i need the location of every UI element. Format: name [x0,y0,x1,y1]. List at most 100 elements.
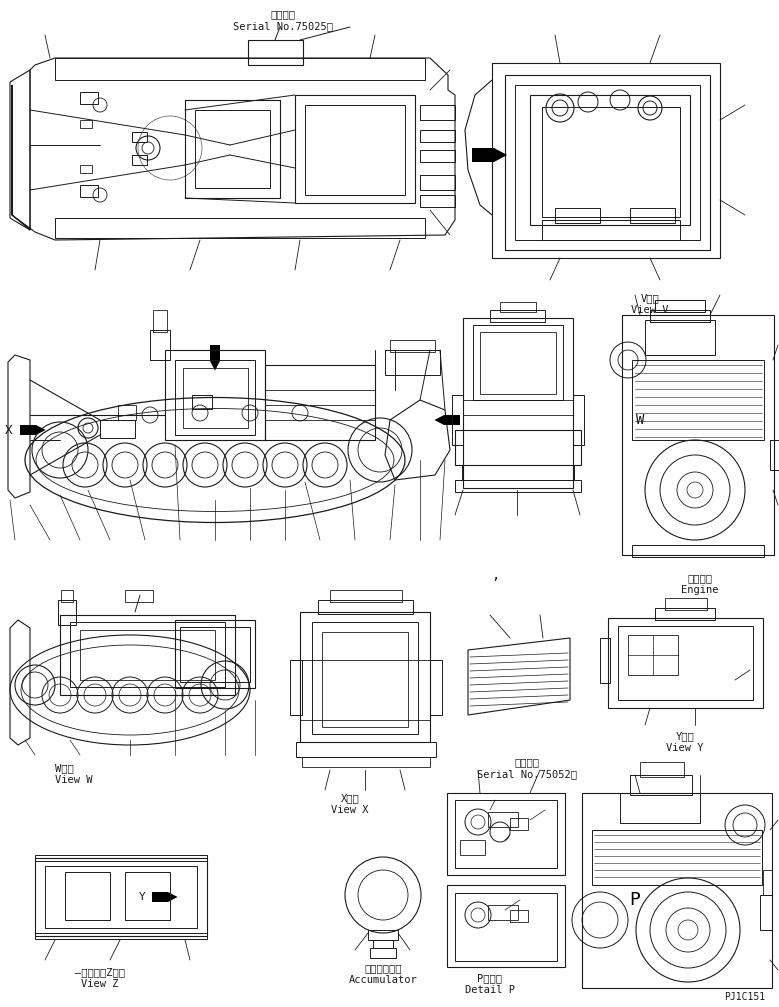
Bar [183,368,248,428]
Bar [125,872,170,920]
Text: View Y: View Y [666,743,703,753]
Text: W　視: W 視 [55,763,74,773]
Bar [165,350,265,440]
Bar [80,165,92,173]
Bar [645,320,715,355]
Bar [125,590,153,602]
Bar [185,100,280,198]
Bar [488,812,518,827]
Bar [420,105,455,120]
Bar [55,58,425,80]
Text: PJ1C151: PJ1C151 [724,992,765,1002]
Bar [490,310,545,322]
Bar [462,465,574,480]
Bar [312,622,418,734]
Bar [665,598,707,610]
Bar [192,395,212,409]
Text: W: W [636,413,644,427]
Bar [542,220,680,240]
Bar [582,793,772,988]
Bar [61,590,73,602]
FancyArrow shape [435,415,460,425]
Text: アキュムレタ: アキュムレタ [365,963,402,973]
Bar [70,622,225,687]
Bar [175,359,255,435]
Text: エンジン: エンジン [688,573,713,583]
Bar [573,395,584,445]
Bar [132,155,147,165]
Bar [385,350,440,375]
Bar [600,638,610,683]
Bar [150,330,170,359]
Bar [318,600,413,614]
Bar [530,95,690,225]
Text: Accumulator: Accumulator [349,975,418,985]
Bar [118,405,136,420]
Bar [45,866,197,928]
Bar [180,627,250,682]
Bar [510,910,528,922]
Bar [655,300,705,312]
Bar [296,742,436,757]
Bar [80,92,98,104]
Text: X　視: X 視 [340,793,359,803]
Bar [640,762,684,777]
Text: V　視: V 視 [640,293,659,303]
Text: P: P [629,891,640,909]
Bar [455,430,581,465]
Bar [592,830,762,885]
Bar [420,130,455,142]
Bar [35,855,207,861]
Bar [447,793,565,875]
Text: 適用号機: 適用号機 [514,757,540,767]
FancyArrow shape [152,892,178,902]
Bar [390,340,435,352]
Text: 適用号機: 適用号機 [270,9,295,19]
Bar [370,948,396,958]
Bar [153,310,167,332]
Bar [132,132,147,142]
Text: View W: View W [55,775,93,785]
Bar [80,630,215,680]
Text: Detail P: Detail P [465,985,515,995]
Bar [630,775,692,795]
Bar [618,626,753,700]
Text: ―・・・　Z　視: ―・・・ Z 視 [75,967,125,977]
Bar [248,40,303,65]
Bar [505,75,710,250]
Bar [265,365,375,440]
FancyArrow shape [472,148,507,162]
Bar [455,800,557,868]
Text: Engine: Engine [682,585,719,595]
Bar [650,310,710,322]
Text: View Z: View Z [81,979,118,989]
Bar [80,185,98,197]
Bar [630,208,675,223]
Bar [455,893,557,961]
Bar [330,590,402,602]
Bar [420,195,455,207]
Bar [770,440,779,470]
Bar [305,105,405,195]
FancyArrow shape [210,345,220,371]
Bar [295,95,415,203]
Bar [300,612,430,742]
Bar [622,315,774,555]
Bar [555,208,600,223]
Bar [763,870,772,895]
Bar [195,110,270,188]
Bar [35,858,207,936]
Bar [628,635,678,675]
Bar [373,940,393,948]
Bar [620,793,700,823]
Text: Serial No.75052～: Serial No.75052～ [477,769,577,779]
FancyArrow shape [20,425,46,435]
Bar [65,872,110,920]
Text: P　詳細: P 詳細 [478,973,502,983]
Text: X: X [5,424,12,436]
Bar [60,615,235,695]
Bar [463,318,573,488]
Bar [452,395,463,445]
Text: Y: Y [139,892,146,902]
Bar [80,120,92,128]
